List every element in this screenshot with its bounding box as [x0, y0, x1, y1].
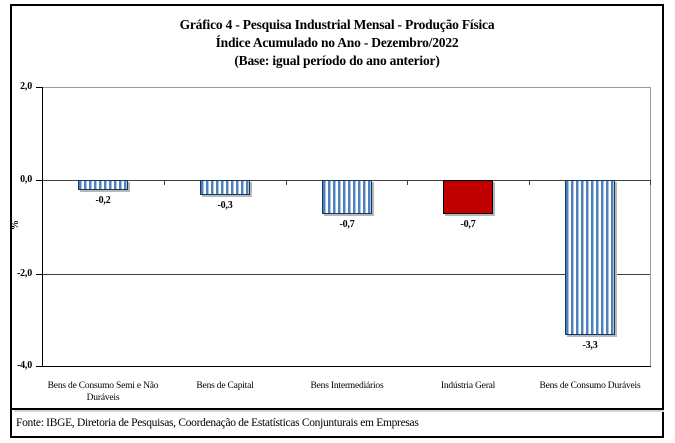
y-axis-tick-label: 0,0 — [20, 174, 32, 185]
bar-1 — [78, 180, 128, 190]
chart-title: Gráfico 4 - Pesquisa Industrial Mensal -… — [12, 16, 662, 70]
y-axis-tick — [36, 274, 42, 275]
x-axis-category-label-line: Bens Intermediários — [310, 381, 384, 391]
x-axis-category-label-line: Bens de Consumo Semi e Não — [47, 381, 159, 391]
bar-value-label: -3,3 — [582, 340, 598, 351]
x-axis-tick — [650, 180, 651, 185]
x-axis-category-label-line: Bens de Consumo Duráveis — [539, 381, 641, 391]
x-axis-tick — [164, 180, 165, 185]
footer-divider — [10, 408, 664, 410]
x-axis-category-label: Bens de Consumo Semi e Não Duráveis — [25, 380, 181, 404]
y-axis-tick-label: -4,0 — [16, 360, 32, 371]
x-axis-category-label: Bens de Consumo Duráveis — [512, 380, 668, 392]
y-axis-line — [42, 87, 43, 367]
source-note: Fonte: IBGE, Diretoria de Pesquisas, Coo… — [16, 417, 419, 429]
chart-title-line1: Gráfico 4 - Pesquisa Industrial Mensal -… — [179, 17, 495, 32]
bar-value-label: -0,7 — [339, 219, 355, 230]
plot-area: 2,0 0,0 -2,0 -4,0 -0,2 Bens de Consumo Semi e… — [17, 81, 651, 403]
y-axis-title: % — [10, 220, 21, 230]
chart-title-line3: (Base: igual período do ano anterior) — [234, 53, 440, 68]
plot-border-top — [42, 87, 651, 88]
y-axis-tick — [36, 366, 42, 367]
bar-value-label: -0,2 — [95, 195, 111, 206]
gridline — [42, 274, 651, 275]
x-axis-category-label: Bens Intermediários — [269, 380, 425, 392]
chart-frame — [10, 4, 664, 438]
plot-border-bottom — [42, 366, 651, 367]
chart-title-line2: Índice Acumulado no Ano - Dezembro/2022 — [215, 35, 459, 50]
y-axis-tick — [36, 87, 42, 88]
x-axis-tick — [407, 180, 408, 185]
bar-4 — [443, 180, 493, 214]
bar-5 — [565, 180, 615, 335]
plot-border-right — [650, 87, 651, 367]
y-axis-tick-label: -2,0 — [16, 268, 32, 279]
x-axis-category-label-line: Duráveis — [86, 393, 120, 403]
x-axis-category-label-line: Bens de Capital — [196, 381, 254, 391]
y-axis-tick — [36, 180, 42, 181]
bar-value-label: -0,3 — [217, 200, 233, 211]
bar-2 — [200, 180, 250, 195]
x-axis-category-label-line: Indústria Geral — [440, 381, 496, 391]
x-axis-category-label: Bens de Capital — [147, 380, 303, 392]
footer-divider-shadow — [14, 410, 664, 412]
y-axis-tick-label: 2,0 — [20, 81, 32, 92]
x-axis-category-label: Indústria Geral — [390, 380, 546, 392]
bar-3 — [322, 180, 372, 214]
bar-value-label: -0,7 — [460, 219, 476, 230]
x-axis-tick — [286, 180, 287, 185]
x-axis-tick — [529, 180, 530, 185]
